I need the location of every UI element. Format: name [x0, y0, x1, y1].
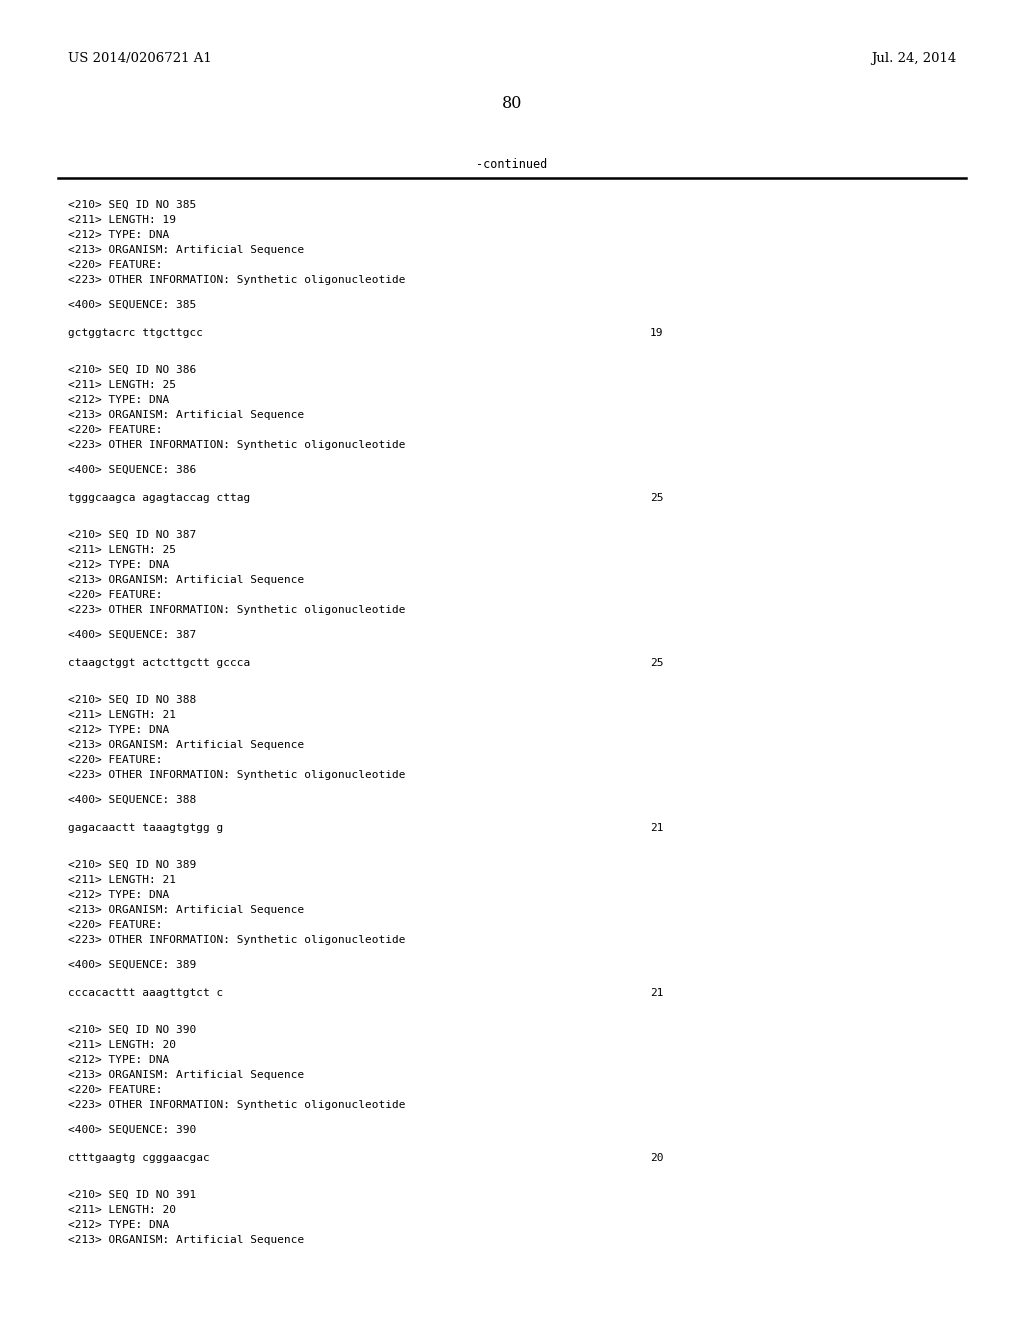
Text: <211> LENGTH: 21: <211> LENGTH: 21 — [68, 875, 176, 884]
Text: gagacaactt taaagtgtgg g: gagacaactt taaagtgtgg g — [68, 822, 223, 833]
Text: <210> SEQ ID NO 389: <210> SEQ ID NO 389 — [68, 861, 197, 870]
Text: <220> FEATURE:: <220> FEATURE: — [68, 590, 163, 601]
Text: <223> OTHER INFORMATION: Synthetic oligonucleotide: <223> OTHER INFORMATION: Synthetic oligo… — [68, 440, 406, 450]
Text: <212> TYPE: DNA: <212> TYPE: DNA — [68, 1220, 169, 1230]
Text: <400> SEQUENCE: 389: <400> SEQUENCE: 389 — [68, 960, 197, 970]
Text: <211> LENGTH: 25: <211> LENGTH: 25 — [68, 545, 176, 554]
Text: <210> SEQ ID NO 385: <210> SEQ ID NO 385 — [68, 201, 197, 210]
Text: 21: 21 — [650, 822, 664, 833]
Text: <213> ORGANISM: Artificial Sequence: <213> ORGANISM: Artificial Sequence — [68, 411, 304, 420]
Text: 25: 25 — [650, 492, 664, 503]
Text: <211> LENGTH: 19: <211> LENGTH: 19 — [68, 215, 176, 224]
Text: <211> LENGTH: 21: <211> LENGTH: 21 — [68, 710, 176, 719]
Text: <213> ORGANISM: Artificial Sequence: <213> ORGANISM: Artificial Sequence — [68, 1236, 304, 1245]
Text: <400> SEQUENCE: 385: <400> SEQUENCE: 385 — [68, 300, 197, 310]
Text: <211> LENGTH: 20: <211> LENGTH: 20 — [68, 1205, 176, 1214]
Text: <220> FEATURE:: <220> FEATURE: — [68, 260, 163, 271]
Text: Jul. 24, 2014: Jul. 24, 2014 — [870, 51, 956, 65]
Text: <223> OTHER INFORMATION: Synthetic oligonucleotide: <223> OTHER INFORMATION: Synthetic oligo… — [68, 935, 406, 945]
Text: ctttgaagtg cgggaacgac: ctttgaagtg cgggaacgac — [68, 1152, 210, 1163]
Text: <220> FEATURE:: <220> FEATURE: — [68, 1085, 163, 1096]
Text: ctaagctggt actcttgctt gccca: ctaagctggt actcttgctt gccca — [68, 657, 250, 668]
Text: <211> LENGTH: 25: <211> LENGTH: 25 — [68, 380, 176, 389]
Text: <212> TYPE: DNA: <212> TYPE: DNA — [68, 395, 169, 405]
Text: 21: 21 — [650, 987, 664, 998]
Text: <213> ORGANISM: Artificial Sequence: <213> ORGANISM: Artificial Sequence — [68, 576, 304, 585]
Text: <212> TYPE: DNA: <212> TYPE: DNA — [68, 725, 169, 735]
Text: <213> ORGANISM: Artificial Sequence: <213> ORGANISM: Artificial Sequence — [68, 246, 304, 255]
Text: <212> TYPE: DNA: <212> TYPE: DNA — [68, 1055, 169, 1065]
Text: <220> FEATURE:: <220> FEATURE: — [68, 425, 163, 436]
Text: <220> FEATURE:: <220> FEATURE: — [68, 755, 163, 766]
Text: <210> SEQ ID NO 390: <210> SEQ ID NO 390 — [68, 1026, 197, 1035]
Text: <223> OTHER INFORMATION: Synthetic oligonucleotide: <223> OTHER INFORMATION: Synthetic oligo… — [68, 770, 406, 780]
Text: <210> SEQ ID NO 387: <210> SEQ ID NO 387 — [68, 531, 197, 540]
Text: <223> OTHER INFORMATION: Synthetic oligonucleotide: <223> OTHER INFORMATION: Synthetic oligo… — [68, 1100, 406, 1110]
Text: <213> ORGANISM: Artificial Sequence: <213> ORGANISM: Artificial Sequence — [68, 906, 304, 915]
Text: <220> FEATURE:: <220> FEATURE: — [68, 920, 163, 931]
Text: <212> TYPE: DNA: <212> TYPE: DNA — [68, 230, 169, 240]
Text: US 2014/0206721 A1: US 2014/0206721 A1 — [68, 51, 212, 65]
Text: gctggtacrc ttgcttgcc: gctggtacrc ttgcttgcc — [68, 327, 203, 338]
Text: <210> SEQ ID NO 386: <210> SEQ ID NO 386 — [68, 366, 197, 375]
Text: <210> SEQ ID NO 391: <210> SEQ ID NO 391 — [68, 1191, 197, 1200]
Text: <212> TYPE: DNA: <212> TYPE: DNA — [68, 890, 169, 900]
Text: 19: 19 — [650, 327, 664, 338]
Text: <212> TYPE: DNA: <212> TYPE: DNA — [68, 560, 169, 570]
Text: <213> ORGANISM: Artificial Sequence: <213> ORGANISM: Artificial Sequence — [68, 741, 304, 750]
Text: <400> SEQUENCE: 388: <400> SEQUENCE: 388 — [68, 795, 197, 805]
Text: 80: 80 — [502, 95, 522, 112]
Text: <400> SEQUENCE: 387: <400> SEQUENCE: 387 — [68, 630, 197, 640]
Text: <210> SEQ ID NO 388: <210> SEQ ID NO 388 — [68, 696, 197, 705]
Text: tgggcaagca agagtaccag cttag: tgggcaagca agagtaccag cttag — [68, 492, 250, 503]
Text: <213> ORGANISM: Artificial Sequence: <213> ORGANISM: Artificial Sequence — [68, 1071, 304, 1080]
Text: <400> SEQUENCE: 386: <400> SEQUENCE: 386 — [68, 465, 197, 475]
Text: -continued: -continued — [476, 158, 548, 172]
Text: cccacacttt aaagttgtct c: cccacacttt aaagttgtct c — [68, 987, 223, 998]
Text: 20: 20 — [650, 1152, 664, 1163]
Text: <211> LENGTH: 20: <211> LENGTH: 20 — [68, 1040, 176, 1049]
Text: <223> OTHER INFORMATION: Synthetic oligonucleotide: <223> OTHER INFORMATION: Synthetic oligo… — [68, 275, 406, 285]
Text: 25: 25 — [650, 657, 664, 668]
Text: <223> OTHER INFORMATION: Synthetic oligonucleotide: <223> OTHER INFORMATION: Synthetic oligo… — [68, 605, 406, 615]
Text: <400> SEQUENCE: 390: <400> SEQUENCE: 390 — [68, 1125, 197, 1135]
